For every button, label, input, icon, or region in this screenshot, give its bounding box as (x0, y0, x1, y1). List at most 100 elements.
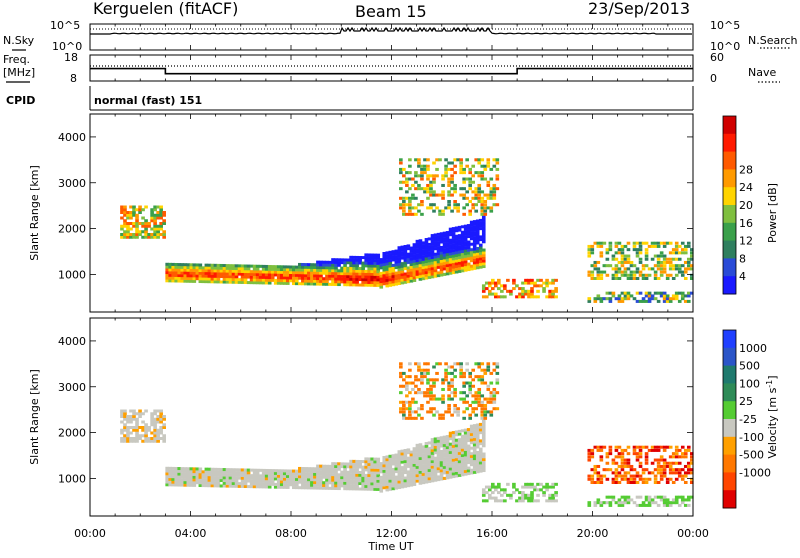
velocity-cell (192, 470, 197, 474)
velocity-cell (551, 485, 555, 489)
velocity-cell (243, 476, 248, 480)
power-cell (599, 254, 604, 258)
power-cell (364, 275, 368, 279)
power-ylabel: Slant Range [km] (28, 165, 41, 261)
power-cell (494, 284, 498, 288)
station-title: Kerguelen (fitACF) (93, 0, 238, 18)
velocity-cell (195, 472, 200, 476)
velocity-cell (355, 465, 359, 469)
power-cell (189, 271, 194, 275)
power-cell (448, 227, 453, 231)
power-cell (444, 158, 448, 162)
velocity-cell (352, 459, 356, 463)
power-cell (322, 282, 326, 286)
power-cell (126, 230, 130, 234)
velocity-cell (150, 437, 154, 440)
velocity-cell (450, 378, 454, 382)
power-cell (686, 264, 691, 268)
power-cell (451, 265, 456, 269)
power-cell (486, 164, 491, 168)
power-cell (530, 289, 534, 293)
power-cell (288, 268, 293, 272)
velocity-cell (478, 428, 483, 432)
velocity-cell (432, 394, 436, 398)
velocity-cell (364, 473, 368, 477)
velocity-cell (168, 469, 173, 473)
power-cell (355, 264, 359, 268)
power-cell (168, 276, 173, 280)
power-cell (465, 164, 469, 168)
velocity-cell (475, 442, 480, 446)
velocity-cell (659, 445, 664, 449)
power-cell (285, 270, 290, 274)
velocity-cell (662, 503, 667, 507)
velocity-cell (497, 482, 501, 486)
power-cell (141, 230, 145, 234)
velocity-cell (409, 475, 414, 479)
colorbar-tick-label: -100 (739, 431, 764, 444)
power-cell (379, 274, 384, 278)
power-cell (617, 260, 622, 264)
velocity-cell (313, 475, 317, 479)
power-cell (414, 206, 418, 210)
velocity-cell (400, 466, 405, 470)
power-cell (361, 267, 365, 271)
velocity-cell (418, 467, 423, 471)
velocity-cell (647, 495, 652, 499)
velocity-cell (276, 480, 281, 484)
power-cell (367, 280, 371, 284)
power-cell (255, 281, 260, 285)
power-cell (444, 206, 448, 210)
power-cell (228, 269, 233, 273)
velocity-cell (587, 501, 592, 505)
power-cell (418, 250, 423, 254)
power-cell (620, 299, 625, 303)
velocity-cell (442, 457, 447, 461)
power-cell (403, 256, 408, 260)
power-cell (418, 239, 423, 243)
power-cell (423, 190, 427, 194)
velocity-cell (385, 485, 390, 489)
velocity-cell (448, 475, 453, 479)
velocity-cell (475, 453, 480, 457)
velocity-cell (671, 481, 676, 484)
velocity-cell (462, 381, 466, 385)
power-cell (343, 266, 347, 270)
velocity-cell (599, 448, 604, 452)
power-cell (427, 237, 432, 241)
power-cell (135, 224, 139, 228)
power-cell (463, 243, 468, 247)
power-cell (204, 269, 209, 273)
power-cell (453, 203, 457, 207)
velocity-cell (123, 417, 127, 421)
colorbar-tick-label: 4 (739, 270, 746, 283)
power-cell (478, 254, 483, 258)
velocity-cell (433, 459, 438, 463)
velocity-cell (587, 448, 592, 452)
velocity-cell (430, 440, 435, 444)
power-cell (243, 270, 248, 274)
power-cell (313, 282, 317, 286)
power-cell (249, 278, 254, 282)
velocity-cell (361, 460, 365, 464)
velocity-cell (120, 437, 124, 440)
velocity-cell (421, 453, 426, 457)
velocity-cell (647, 448, 652, 452)
velocity-cell (325, 467, 329, 471)
velocity-cell (409, 450, 414, 454)
power-cell (644, 294, 649, 298)
power-cell (474, 203, 479, 207)
power-cell (453, 187, 457, 191)
power-cell (430, 242, 435, 246)
power-cell (620, 297, 625, 301)
velocity-cell (626, 495, 631, 499)
velocity-cell (492, 368, 497, 372)
nave-ytick-top: 60 (710, 51, 724, 64)
velocity-cell (292, 480, 296, 484)
power-cell (611, 267, 616, 271)
power-cell (319, 274, 323, 278)
velocity-cell (343, 462, 347, 466)
velocity-cell (484, 491, 489, 495)
power-cell (457, 225, 462, 229)
velocity-cell (394, 459, 399, 463)
